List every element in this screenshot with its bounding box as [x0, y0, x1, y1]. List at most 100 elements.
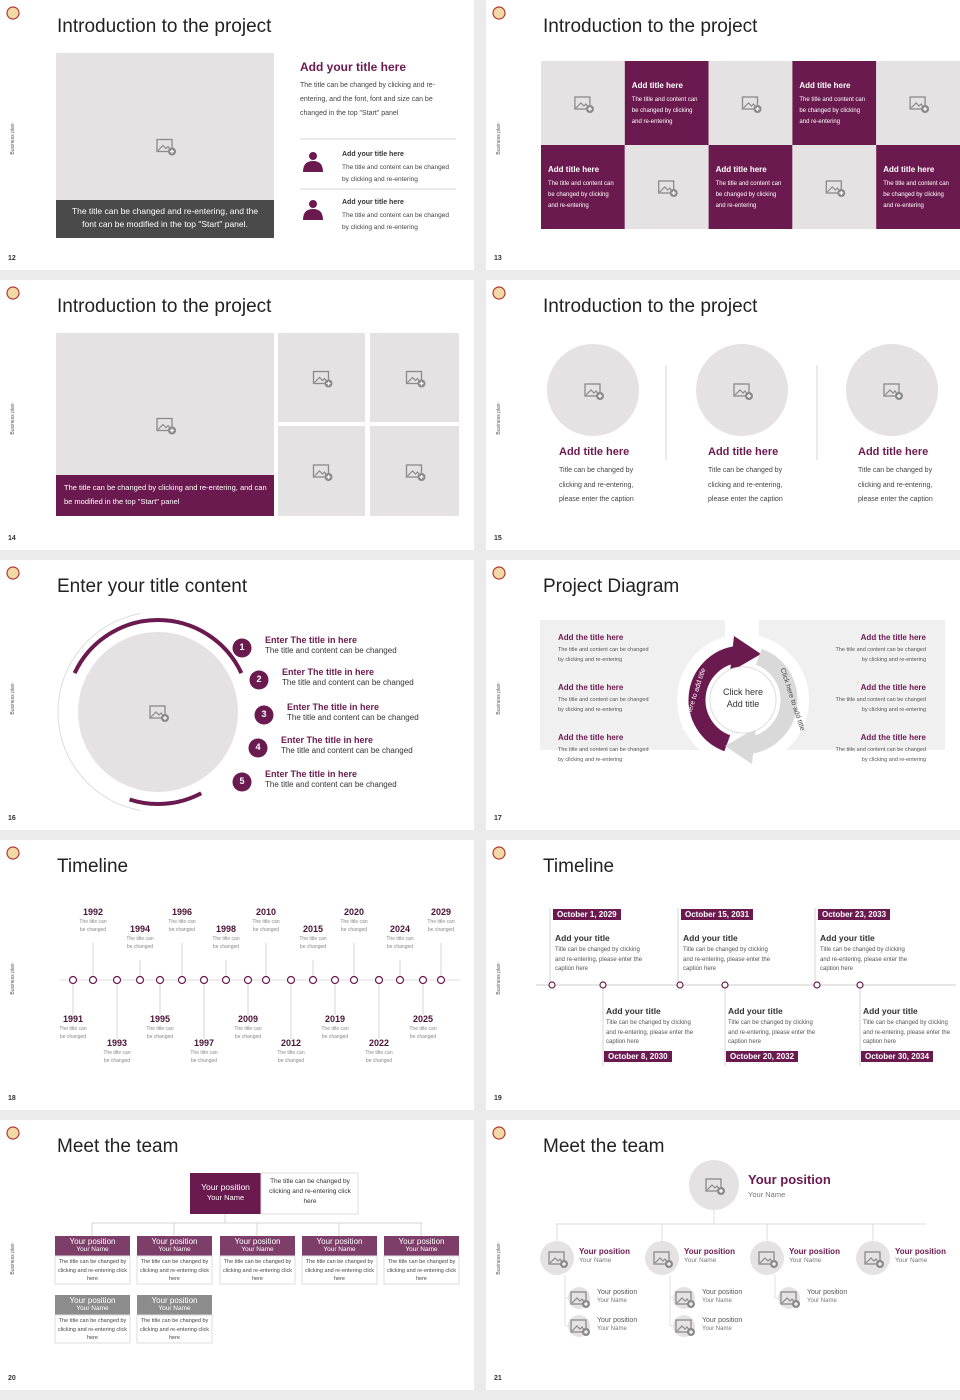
event-year: 2025 [412, 1014, 434, 1024]
event-text: The title can be changed [234, 1026, 262, 1040]
slide-title: Introduction to the project [57, 296, 272, 317]
slide-number: 12 [8, 255, 16, 262]
image-icon [405, 370, 423, 385]
image-icon-plus-sign [587, 107, 592, 111]
item-title: Add the title here [860, 733, 926, 742]
image-icon-mountain [884, 389, 899, 396]
image-icon [705, 1178, 722, 1192]
lead-name: Your Name [206, 1193, 245, 1202]
image-icon-mountain [407, 376, 421, 383]
image-icon [149, 705, 166, 719]
timeline-dot [676, 981, 684, 989]
event-year: 2015 [302, 924, 324, 934]
slide-title: Introduction to the project [57, 16, 272, 37]
member-position: Your position [316, 1237, 363, 1246]
side-label: Business plan [10, 683, 16, 715]
slide-graphics [6, 6, 456, 238]
card-text: The title and content can be changed by … [715, 181, 782, 209]
member-position: Your position [895, 1247, 946, 1256]
event-year: 1992 [82, 907, 104, 917]
avatar [645, 1241, 679, 1275]
lead-position: Your position [748, 1172, 831, 1187]
member-position: Your position [69, 1296, 116, 1305]
image-icon-mountain [734, 389, 749, 396]
image-icon-mountain [706, 1184, 721, 1191]
member-position: Your position [398, 1237, 445, 1246]
logo [6, 566, 20, 580]
event-text: The title can be changed [386, 936, 414, 950]
image-icon-plus-sign [667, 1262, 671, 1266]
center-text: Add title [726, 699, 760, 709]
image-icon-plus-sign [419, 475, 424, 479]
caption-bar [56, 475, 274, 516]
slide-title: Meet the team [543, 1136, 665, 1157]
timeline-dot [856, 981, 864, 989]
item-text: The title and content can be changed by … [835, 697, 926, 713]
timeline-dot [330, 975, 340, 985]
event-text: Title can be changed by clicking and re-… [606, 1020, 694, 1045]
card-title: Add title here [631, 81, 683, 90]
event-title: Add your title [683, 933, 738, 943]
image-icon-mountain [407, 470, 421, 477]
timeline-dot [199, 975, 209, 985]
event-text: The title can be changed [190, 1050, 218, 1064]
slide-title: Project Diagram [543, 576, 680, 597]
event-year: 2020 [343, 907, 365, 917]
member-name: Your Name [76, 1246, 109, 1253]
caption: The title can be changed and re-entering… [71, 206, 259, 229]
item-text: The title and content can be changed by … [558, 647, 649, 663]
avatar [540, 1241, 574, 1275]
timeline-dot [286, 975, 296, 985]
image-icon-plus-sign [794, 1302, 798, 1306]
image-icon [825, 180, 842, 194]
image-icon-plus-sign [772, 1262, 776, 1266]
lead-box [190, 1173, 261, 1214]
member-name: Your Name [241, 1246, 274, 1253]
slide-number: 21 [494, 1375, 502, 1382]
ring-outline [57, 613, 141, 811]
event-title: Add your title [863, 1006, 918, 1016]
image-icon-plus-sign [598, 394, 602, 398]
item-title: Enter The title in here [265, 635, 358, 645]
event-date: October 30, 2034 [861, 1051, 934, 1062]
image-icon [548, 1251, 565, 1265]
image-icon-mountain [157, 423, 172, 430]
timeline-dot [135, 975, 145, 985]
event-title: Add your title [728, 1006, 783, 1016]
image-placeholder [792, 145, 877, 229]
image-icon-plus-sign [326, 381, 331, 386]
number-badge [232, 638, 252, 658]
event-date: October 23, 2033 [818, 909, 891, 920]
member-name: Your Name [597, 1298, 627, 1304]
item-text: The title and content can be changed by … [342, 164, 449, 183]
event-year: 1998 [215, 924, 237, 934]
image-icon [658, 180, 675, 194]
member-name: Your Name [684, 1257, 717, 1264]
image-placeholder [696, 344, 788, 436]
image-icon-mountain [659, 186, 674, 193]
event-text: The title can be changed [59, 1026, 87, 1040]
card-title: Add title here [883, 165, 935, 174]
avatar [689, 1160, 739, 1210]
image-icon-mountain [743, 102, 757, 109]
item-text: The title and content can be changed by … [558, 747, 649, 763]
person-icon-body [303, 209, 323, 220]
item-number: 4 [255, 742, 261, 752]
heading: Add your title here [300, 60, 407, 74]
slide: Introduction to the project Business plan… [0, 280, 474, 550]
card [708, 145, 793, 229]
slide-number: 19 [494, 1095, 502, 1102]
side-label: Business plan [496, 123, 502, 155]
member-box [136, 1255, 213, 1285]
side-label: Business plan [10, 963, 16, 995]
center-circle [709, 666, 777, 734]
event-text: The title can be changed [212, 936, 240, 950]
image-icon-mountain [759, 1257, 774, 1264]
card [876, 145, 960, 229]
timeline-dot [349, 975, 359, 985]
caption-bar [56, 200, 274, 238]
image-icon-plus-sign [689, 1330, 693, 1334]
event-date: October 20, 2032 [726, 1051, 799, 1062]
event-text: The title can be changed [340, 919, 368, 933]
